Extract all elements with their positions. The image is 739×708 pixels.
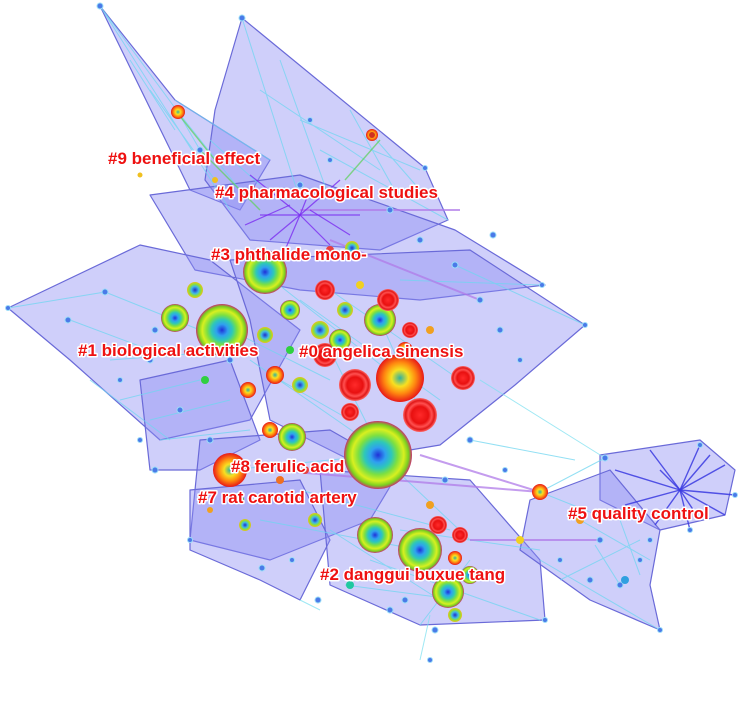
node-tiny-colored	[137, 132, 629, 589]
hub-cluster-5	[614, 444, 736, 531]
edge-bundle-top-left	[99, 5, 271, 211]
node-red-6	[402, 322, 418, 338]
cluster-label-0: #0 angelica sinensis	[299, 342, 463, 361]
node-mid-14	[448, 608, 462, 622]
cluster-label-2: #2 danggui buxue tang	[320, 565, 505, 584]
node-mid-5	[311, 321, 329, 339]
node-mid-15	[532, 484, 548, 500]
node-red-7	[341, 403, 359, 421]
node-mid-4	[292, 377, 308, 393]
node-mid-18	[239, 519, 251, 531]
node-red-8	[315, 280, 335, 300]
node-mid-9	[337, 302, 353, 318]
cluster-label-3: #3 phthalide mono-	[211, 245, 367, 264]
cluster-label-4: #4 pharmacological studies	[215, 183, 438, 202]
node-mid-19	[448, 551, 462, 565]
node-red-1	[339, 369, 371, 401]
cluster-label-7: #7 rat carotid artery	[198, 488, 357, 507]
node-large-2	[243, 250, 287, 294]
node-mid-7	[240, 382, 256, 398]
node-large-8	[364, 304, 396, 336]
node-mid-6	[187, 282, 203, 298]
node-large-1	[196, 304, 248, 356]
cluster-hull-9	[99, 5, 271, 211]
node-red-3	[451, 366, 475, 390]
edge-bundle-right	[469, 439, 661, 631]
node-large-11	[161, 304, 189, 332]
edge-bundle-top	[241, 17, 449, 221]
node-small-group	[5, 2, 738, 663]
node-large-6	[357, 517, 393, 553]
edge-green-1	[174, 109, 381, 211]
cluster-labels: #9 beneficial effect #4 pharmacological …	[77, 148, 711, 586]
node-red-5	[377, 289, 399, 311]
node-mid-3	[266, 366, 284, 384]
cluster-hull-5b	[519, 469, 661, 631]
network-edges-warm	[174, 109, 600, 541]
network-edges	[7, 5, 661, 661]
edge-bundle-left	[7, 291, 251, 441]
node-large-3	[344, 421, 412, 489]
node-mid-10	[397, 342, 413, 358]
network-nodes	[5, 2, 738, 663]
edge-long-1	[299, 379, 606, 661]
node-large-5	[398, 528, 442, 572]
cluster-label-1: #1 biological activities	[78, 341, 258, 360]
node-red-2	[403, 398, 437, 432]
node-mid-13	[461, 566, 479, 584]
node-mid-16	[171, 105, 185, 119]
node-red-4	[313, 343, 337, 367]
node-large-7	[432, 576, 464, 608]
node-large-10	[278, 423, 306, 451]
node-large-9	[213, 453, 247, 487]
node-mid-2	[280, 300, 300, 320]
node-mid-11	[262, 422, 278, 438]
node-mid-8	[257, 327, 273, 343]
node-red-10	[452, 527, 468, 543]
node-mid-12	[308, 513, 322, 527]
cluster-label-9: #9 beneficial effect	[108, 149, 260, 168]
node-mid-20	[345, 241, 359, 255]
node-large-4	[376, 354, 424, 402]
node-red-9	[429, 516, 447, 534]
hub-cluster-4	[244, 174, 360, 251]
edge-purple-1	[269, 209, 600, 541]
cluster-label-5: #5 quality control	[568, 504, 709, 523]
node-mid-1	[329, 329, 351, 351]
cluster-label-8: #8 ferulic acid	[231, 457, 344, 476]
